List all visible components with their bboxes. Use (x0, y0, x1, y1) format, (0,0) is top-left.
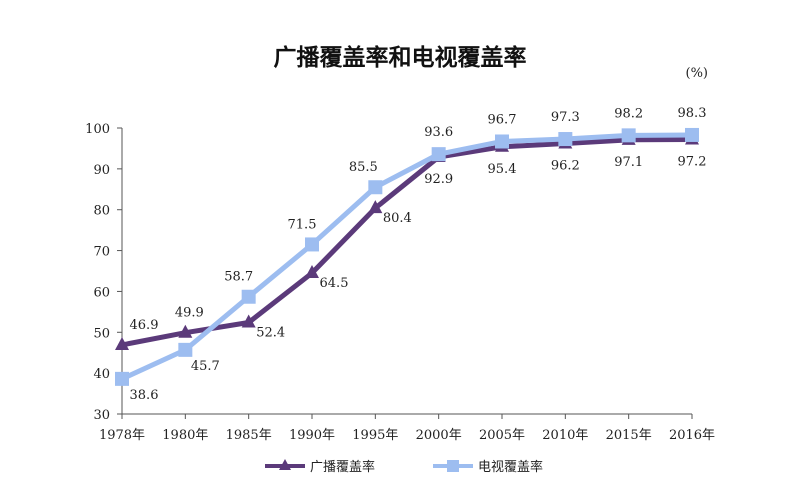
data-point-broadcast (241, 314, 256, 328)
x-tick-label: 1995年 (352, 428, 398, 443)
data-label-broadcast: 46.9 (130, 318, 159, 333)
data-point-tv (241, 289, 256, 304)
x-tick-label: 1978年 (99, 428, 145, 443)
data-point-broadcast (115, 336, 129, 350)
data-label-tv: 45.7 (191, 359, 220, 374)
data-label-broadcast: 95.4 (488, 162, 517, 177)
legend-marker-broadcast (279, 459, 291, 470)
data-point-tv (178, 342, 193, 357)
data-label-broadcast: 49.9 (175, 306, 204, 321)
data-label-tv: 98.2 (614, 106, 643, 121)
data-label-broadcast: 52.4 (256, 325, 285, 340)
legend-label-broadcast: 广播覆盖率 (310, 459, 375, 475)
data-point-tv (621, 128, 636, 143)
x-tick-label: 1990年 (289, 428, 335, 443)
y-tick-label: 30 (93, 408, 110, 423)
data-label-tv: 85.5 (349, 160, 378, 175)
chart-title: 广播覆盖率和电视覆盖率 (273, 45, 527, 71)
data-label-tv: 98.3 (678, 106, 707, 121)
y-tick-label: 80 (93, 204, 110, 219)
data-label-broadcast: 97.1 (614, 155, 643, 170)
x-tick-label: 2015年 (606, 428, 652, 443)
legend-marker-tv (447, 460, 459, 472)
x-tick-label: 2005年 (479, 428, 525, 443)
y-tick-label: 90 (93, 163, 110, 178)
data-point-tv (368, 180, 383, 195)
data-point-broadcast (368, 200, 383, 214)
y-tick-label: 100 (85, 122, 110, 137)
data-label-tv: 38.6 (130, 388, 159, 403)
legend-label-tv: 电视覆盖率 (478, 459, 543, 475)
data-label-broadcast: 96.2 (551, 159, 580, 174)
x-tick-label: 2010年 (542, 428, 588, 443)
data-label-tv: 58.7 (224, 270, 253, 285)
data-label-tv: 93.6 (424, 125, 453, 140)
data-point-tv (305, 237, 319, 252)
data-label-broadcast: 80.4 (383, 211, 412, 226)
data-point-tv (558, 132, 573, 147)
data-label-broadcast: 97.2 (678, 154, 707, 169)
y-tick-label: 60 (93, 285, 110, 300)
y-tick-label: 70 (93, 245, 110, 260)
series-line-broadcast (121, 136, 693, 348)
unit-label: (%) (685, 66, 709, 81)
y-tick-label: 40 (93, 367, 110, 382)
series-line-tv (120, 132, 693, 382)
data-point-tv (685, 127, 699, 142)
data-point-tv (431, 147, 446, 162)
data-label-broadcast: 64.5 (320, 276, 349, 291)
data-point-broadcast (178, 324, 193, 338)
data-point-broadcast (305, 265, 319, 279)
y-tick-label: 50 (93, 326, 110, 341)
data-label-tv: 96.7 (488, 112, 517, 127)
data-point-tv (495, 134, 509, 149)
x-tick-label: 1980年 (162, 428, 208, 443)
x-tick-label: 1985年 (226, 428, 272, 443)
x-tick-label: 2000年 (416, 428, 462, 443)
x-tick-label: 2016年 (669, 428, 715, 443)
data-label-broadcast: 92.9 (424, 172, 453, 187)
data-point-tv (115, 371, 129, 386)
data-label-tv: 71.5 (288, 217, 317, 232)
data-label-tv: 97.3 (551, 110, 580, 125)
